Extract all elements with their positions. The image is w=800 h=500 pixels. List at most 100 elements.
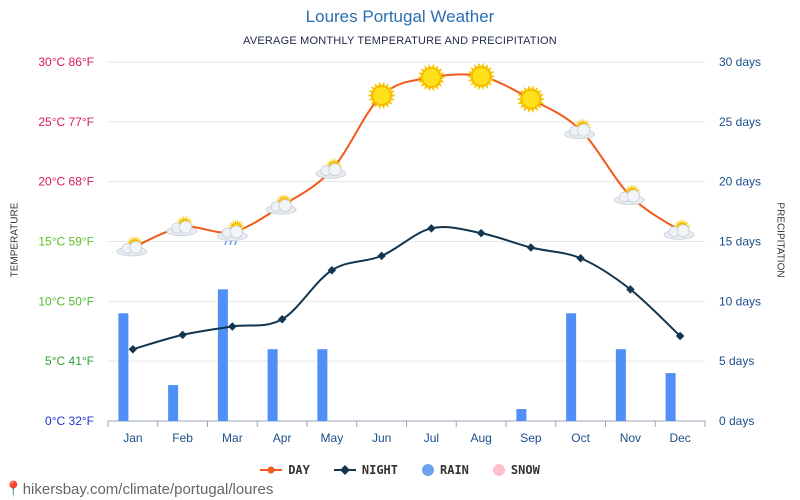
chart-legend: DAY NIGHT RAIN SNOW [0,463,800,477]
rain-bar [217,289,228,421]
partly-cloudy-icon [663,218,695,240]
legend-night-label: NIGHT [361,463,398,477]
left-tick-label: 20°C 68°F [38,175,94,189]
left-tick-label: 15°C 59°F [38,235,94,249]
night-point [427,224,436,233]
chart-subtitle: AVERAGE MONTHLY TEMPERATURE AND PRECIPIT… [243,35,557,47]
rain-bar [317,349,328,421]
x-axis-ticks: Jan Feb Mar Apr May Jun Jul Aug Sep Oct Nov Dec [107,421,706,445]
sun-disc [421,68,441,88]
night-point [327,265,337,275]
x-tick-label: Jul [424,431,439,445]
right-axis-ticks: 0 days 5 days 10 days 15 days 20 days 25 days… [719,55,761,428]
left-tick-label: 5°C 41°F [45,354,94,368]
legend-item-rain[interactable]: RAIN [422,463,469,477]
partly-cloudy-icon [613,184,645,205]
cloud-puff [676,224,690,238]
x-tick-label: Mar [222,431,243,445]
cloud-puff [626,189,640,203]
cloud-icon [166,220,198,237]
rain-bar [118,313,129,421]
sun-icon [417,63,446,92]
legend-snow-label: SNOW [510,463,540,477]
partly-cloudy-icon [116,235,148,257]
x-tick-label: Apr [273,431,292,445]
source-link[interactable]: 📍hikersbay.com/climate/portugal/loures [4,480,273,498]
night-point [228,322,237,331]
night-point [476,228,486,238]
rain-bars [118,289,676,421]
night-point [576,254,585,263]
legend-item-day[interactable]: DAY [260,463,310,477]
cloud-icon [216,225,248,241]
raindrop [234,240,237,246]
legend-item-snow[interactable]: SNOW [492,463,540,477]
x-tick-label: Jun [372,431,391,445]
legend-rain-label: RAIN [440,463,469,477]
right-tick-label: 30 days [719,55,761,69]
legend-day-label: DAY [288,463,310,477]
day-line [132,73,681,249]
night-series [128,224,685,354]
partly-cloudy-icon [315,157,347,179]
night-point [277,315,287,324]
right-tick-label: 15 days [719,235,761,249]
left-axis-ticks: 0°C 32°F 5°C 41°F 10°C 50°F 15°C 59°F 20°C 6… [38,55,94,428]
cloud-rain-icon [216,219,248,246]
sun-icon [467,62,496,91]
x-tick-label: Oct [571,431,590,445]
rain-bar [665,373,676,421]
weather-icons [116,62,695,257]
source-url: hikersbay.com/climate/portugal/loures [22,481,274,498]
left-tick-label: 25°C 77°F [38,115,94,129]
night-point [626,285,635,294]
left-tick-label: 10°C 50°F [38,294,94,308]
cloud-puff [229,225,243,239]
night-point [178,330,187,340]
sun-icon [367,81,396,110]
legend-snow-marker [492,464,505,476]
x-tick-label: Nov [620,431,641,445]
pin-icon: 📍 [4,481,23,498]
sun-disc [471,66,491,86]
x-tick-label: Dec [669,431,690,445]
day-series [129,73,684,251]
rain-bar [566,313,577,421]
right-tick-label: 0 days [719,414,754,428]
night-line [132,226,681,351]
cloud-icon [663,224,695,240]
right-tick-label: 20 days [719,175,761,189]
x-tick-label: Feb [172,431,193,445]
right-tick-label: 25 days [719,115,761,129]
rain-bar [615,349,626,421]
partly-cloudy-icon [265,193,297,215]
chart-title: Loures Portugal Weather [305,7,495,26]
sun-disc [372,86,392,106]
night-point [526,243,536,252]
cloud-icon [564,123,596,140]
partly-cloudy-icon [564,118,596,140]
legend-day-marker [260,466,283,474]
cloud-icon [315,163,347,179]
legend-rain-marker [422,464,434,476]
partly-cloudy-icon [166,215,198,237]
rain-bar [516,409,527,421]
cloud-icon [116,241,148,257]
sun-icon [516,85,545,113]
x-tick-label: May [321,431,344,445]
x-tick-label: Sep [520,431,542,445]
night-point [128,344,138,354]
cloud-puff [577,123,591,137]
legend-item-night[interactable]: NIGHT [333,463,398,477]
cloud-icon [613,189,645,205]
left-tick-label: 0°C 32°F [45,414,94,428]
cloud-puff [179,220,193,234]
right-tick-label: 10 days [719,294,761,308]
cloud-puff [129,241,143,254]
left-tick-label: 30°C 86°F [38,55,94,69]
sun-disc [521,89,541,109]
rain-bar [168,385,179,421]
raindrop [229,240,232,246]
cloud-icon [265,199,297,215]
